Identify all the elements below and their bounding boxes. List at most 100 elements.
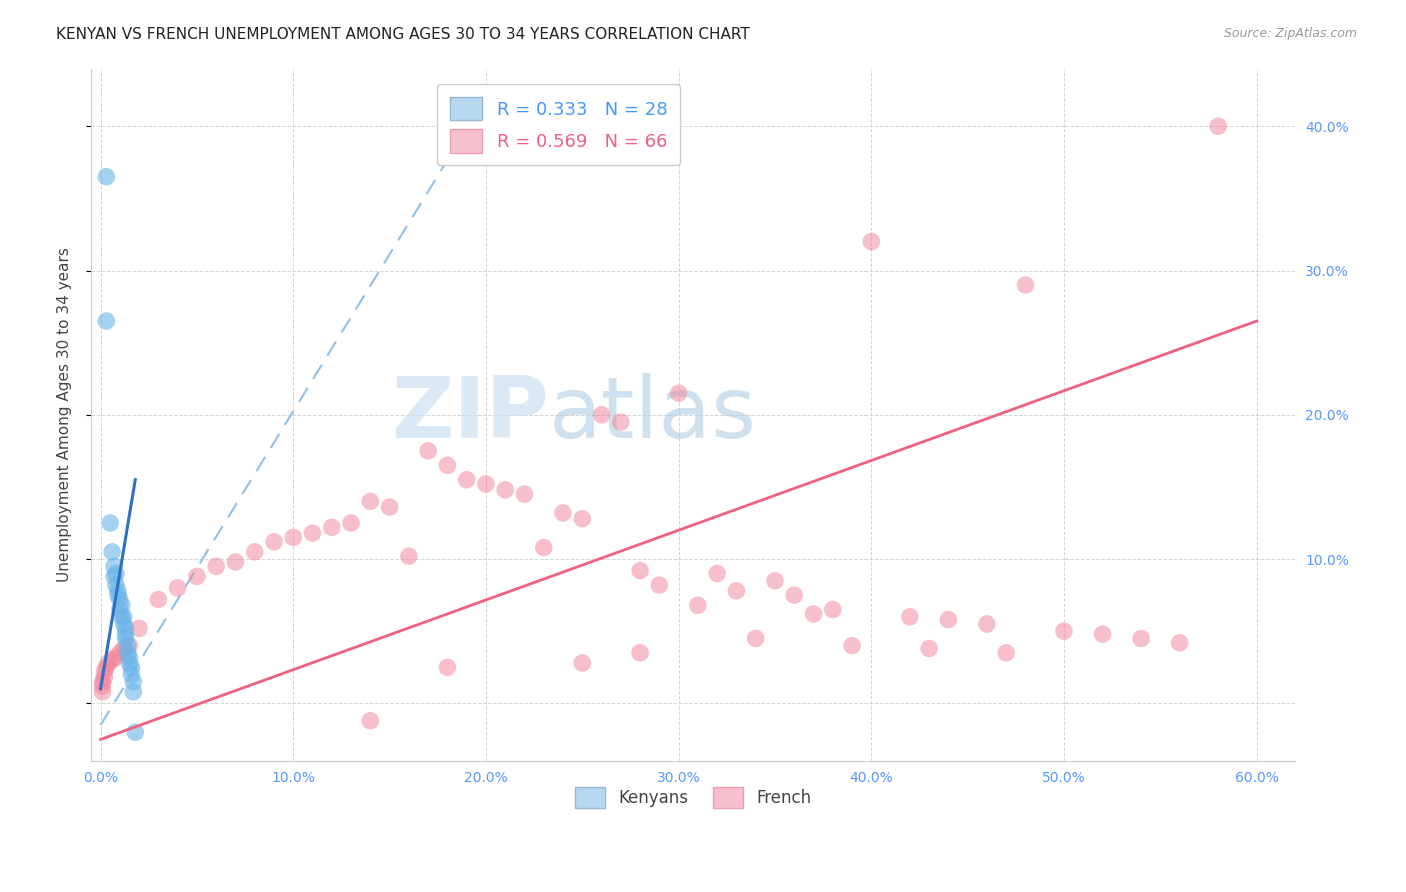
Y-axis label: Unemployment Among Ages 30 to 34 years: Unemployment Among Ages 30 to 34 years (58, 247, 72, 582)
Point (108, 646, 131, 660)
Point (628, 564, 651, 578)
Point (96, 660, 118, 674)
Point (321, 520, 343, 534)
Point (763, 574, 786, 588)
Point (103, 569, 125, 583)
Point (101, 653, 124, 667)
Point (107, 583, 129, 598)
Point (1053, 624, 1076, 639)
Point (995, 646, 1018, 660)
Point (533, 541, 555, 555)
Point (551, 506, 574, 520)
Point (1130, 632, 1153, 646)
Point (124, 725, 146, 739)
Point (263, 534, 285, 549)
Point (1206, 120, 1229, 134)
Point (283, 531, 305, 545)
Text: ZIP: ZIP (391, 373, 548, 457)
Point (378, 500, 401, 515)
Point (418, 443, 440, 458)
Point (104, 566, 127, 581)
Point (112, 617, 135, 632)
Point (104, 578, 127, 592)
Point (108, 602, 131, 616)
Point (205, 559, 228, 574)
Point (783, 588, 806, 602)
Point (610, 415, 633, 429)
Point (98, 516, 121, 530)
Point (436, 458, 458, 473)
Point (1091, 627, 1114, 641)
Point (120, 660, 142, 674)
Legend: Kenyans, French: Kenyans, French (568, 780, 818, 815)
Point (112, 641, 135, 656)
Point (243, 545, 266, 559)
Point (111, 609, 134, 624)
Point (103, 559, 125, 574)
Point (118, 656, 141, 670)
Point (117, 646, 139, 660)
Point (456, 473, 478, 487)
Point (648, 578, 671, 592)
Point (1014, 277, 1036, 292)
Point (96, 314, 118, 328)
Point (744, 632, 766, 646)
Point (571, 656, 593, 670)
Text: KENYAN VS FRENCH UNEMPLOYMENT AMONG AGES 30 TO 34 YEARS CORRELATION CHART: KENYAN VS FRENCH UNEMPLOYMENT AMONG AGES… (56, 27, 749, 42)
Point (803, 607, 825, 621)
Point (148, 592, 170, 607)
Point (725, 583, 748, 598)
Point (436, 660, 458, 674)
Point (686, 599, 709, 613)
Point (494, 483, 516, 497)
Point (101, 545, 124, 559)
Point (117, 639, 139, 653)
Point (938, 613, 960, 627)
Point (114, 621, 136, 635)
Point (340, 516, 363, 530)
Point (841, 639, 863, 653)
Point (475, 477, 498, 491)
Point (398, 549, 420, 564)
Point (166, 581, 188, 595)
Point (122, 685, 145, 699)
Point (112, 609, 135, 624)
Point (898, 609, 921, 624)
Point (359, 714, 381, 728)
Point (976, 617, 998, 632)
Point (91, 674, 114, 689)
Point (628, 646, 651, 660)
Point (91, 679, 114, 693)
Point (1168, 636, 1191, 650)
Point (513, 487, 536, 501)
Point (120, 667, 142, 681)
Point (186, 569, 208, 583)
Point (96, 169, 118, 184)
Point (104, 650, 127, 665)
Point (122, 674, 145, 689)
Point (706, 566, 728, 581)
Text: atlas: atlas (548, 373, 756, 457)
Point (97, 656, 120, 670)
Point (114, 627, 136, 641)
Point (224, 555, 246, 569)
Point (128, 621, 150, 635)
Point (918, 641, 941, 656)
Point (668, 386, 690, 401)
Point (118, 639, 141, 653)
Point (114, 632, 136, 646)
Point (91, 685, 114, 699)
Point (93, 670, 115, 684)
Point (591, 408, 613, 422)
Point (118, 650, 141, 665)
Point (860, 235, 883, 249)
Point (107, 588, 129, 602)
Point (359, 494, 381, 508)
Point (93, 665, 115, 679)
Text: Source: ZipAtlas.com: Source: ZipAtlas.com (1223, 27, 1357, 40)
Point (301, 526, 323, 541)
Point (821, 602, 844, 616)
Point (571, 511, 593, 525)
Point (108, 592, 131, 607)
Point (111, 599, 134, 613)
